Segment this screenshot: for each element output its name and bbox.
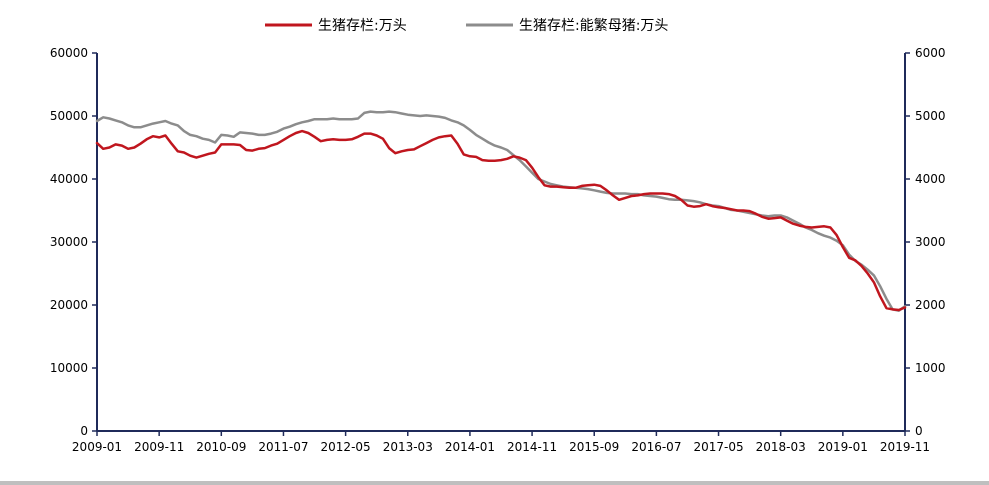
left-tick-label: 0 — [80, 424, 88, 438]
legend-label-series-2: 生猪存栏:能繁母猪:万头 — [519, 18, 668, 34]
x-tick-label: 2016-07 — [631, 440, 681, 454]
right-tick-label: 3000 — [915, 235, 946, 249]
x-tick-label: 2013-03 — [383, 440, 433, 454]
right-tick-label: 1000 — [915, 361, 946, 375]
x-tick-label: 2012-05 — [321, 440, 371, 454]
x-tick-label: 2019-01 — [818, 440, 868, 454]
left-tick-label: 30000 — [50, 235, 88, 249]
left-tick-label: 60000 — [50, 46, 88, 60]
x-tick-label: 2010-09 — [196, 440, 246, 454]
legend: 生猪存栏:万头 生猪存栏:能繁母猪:万头 — [265, 18, 668, 34]
x-tick-label: 2011-07 — [258, 440, 308, 454]
right-tick-label: 2000 — [915, 298, 946, 312]
left-tick-label: 50000 — [50, 109, 88, 123]
right-tick-label: 6000 — [915, 46, 946, 60]
x-tick-label: 2018-03 — [756, 440, 806, 454]
series-line-2 — [95, 110, 907, 312]
series-line-1 — [95, 129, 907, 312]
axes: 0 10000 20000 30000 40000 50000 60000 0 1000 2000… — [50, 46, 946, 454]
bottom-rule — [0, 481, 989, 485]
x-tick-label: 2019-11 — [880, 440, 930, 454]
x-tick-label: 2009-11 — [134, 440, 184, 454]
x-tick-label: 2015-09 — [569, 440, 619, 454]
left-tick-label: 40000 — [50, 172, 88, 186]
x-tick-label: 2014-11 — [507, 440, 557, 454]
series-layer — [95, 110, 907, 312]
left-tick-label: 10000 — [50, 361, 88, 375]
x-tick-label: 2014-01 — [445, 440, 495, 454]
left-tick-label: 20000 — [50, 298, 88, 312]
x-tick-label: 2017-05 — [693, 440, 743, 454]
right-tick-label: 5000 — [915, 109, 946, 123]
legend-label-series-1: 生猪存栏:万头 — [318, 18, 407, 34]
right-tick-label: 4000 — [915, 172, 946, 186]
right-tick-label: 0 — [915, 424, 923, 438]
x-tick-label: 2009-01 — [72, 440, 122, 454]
